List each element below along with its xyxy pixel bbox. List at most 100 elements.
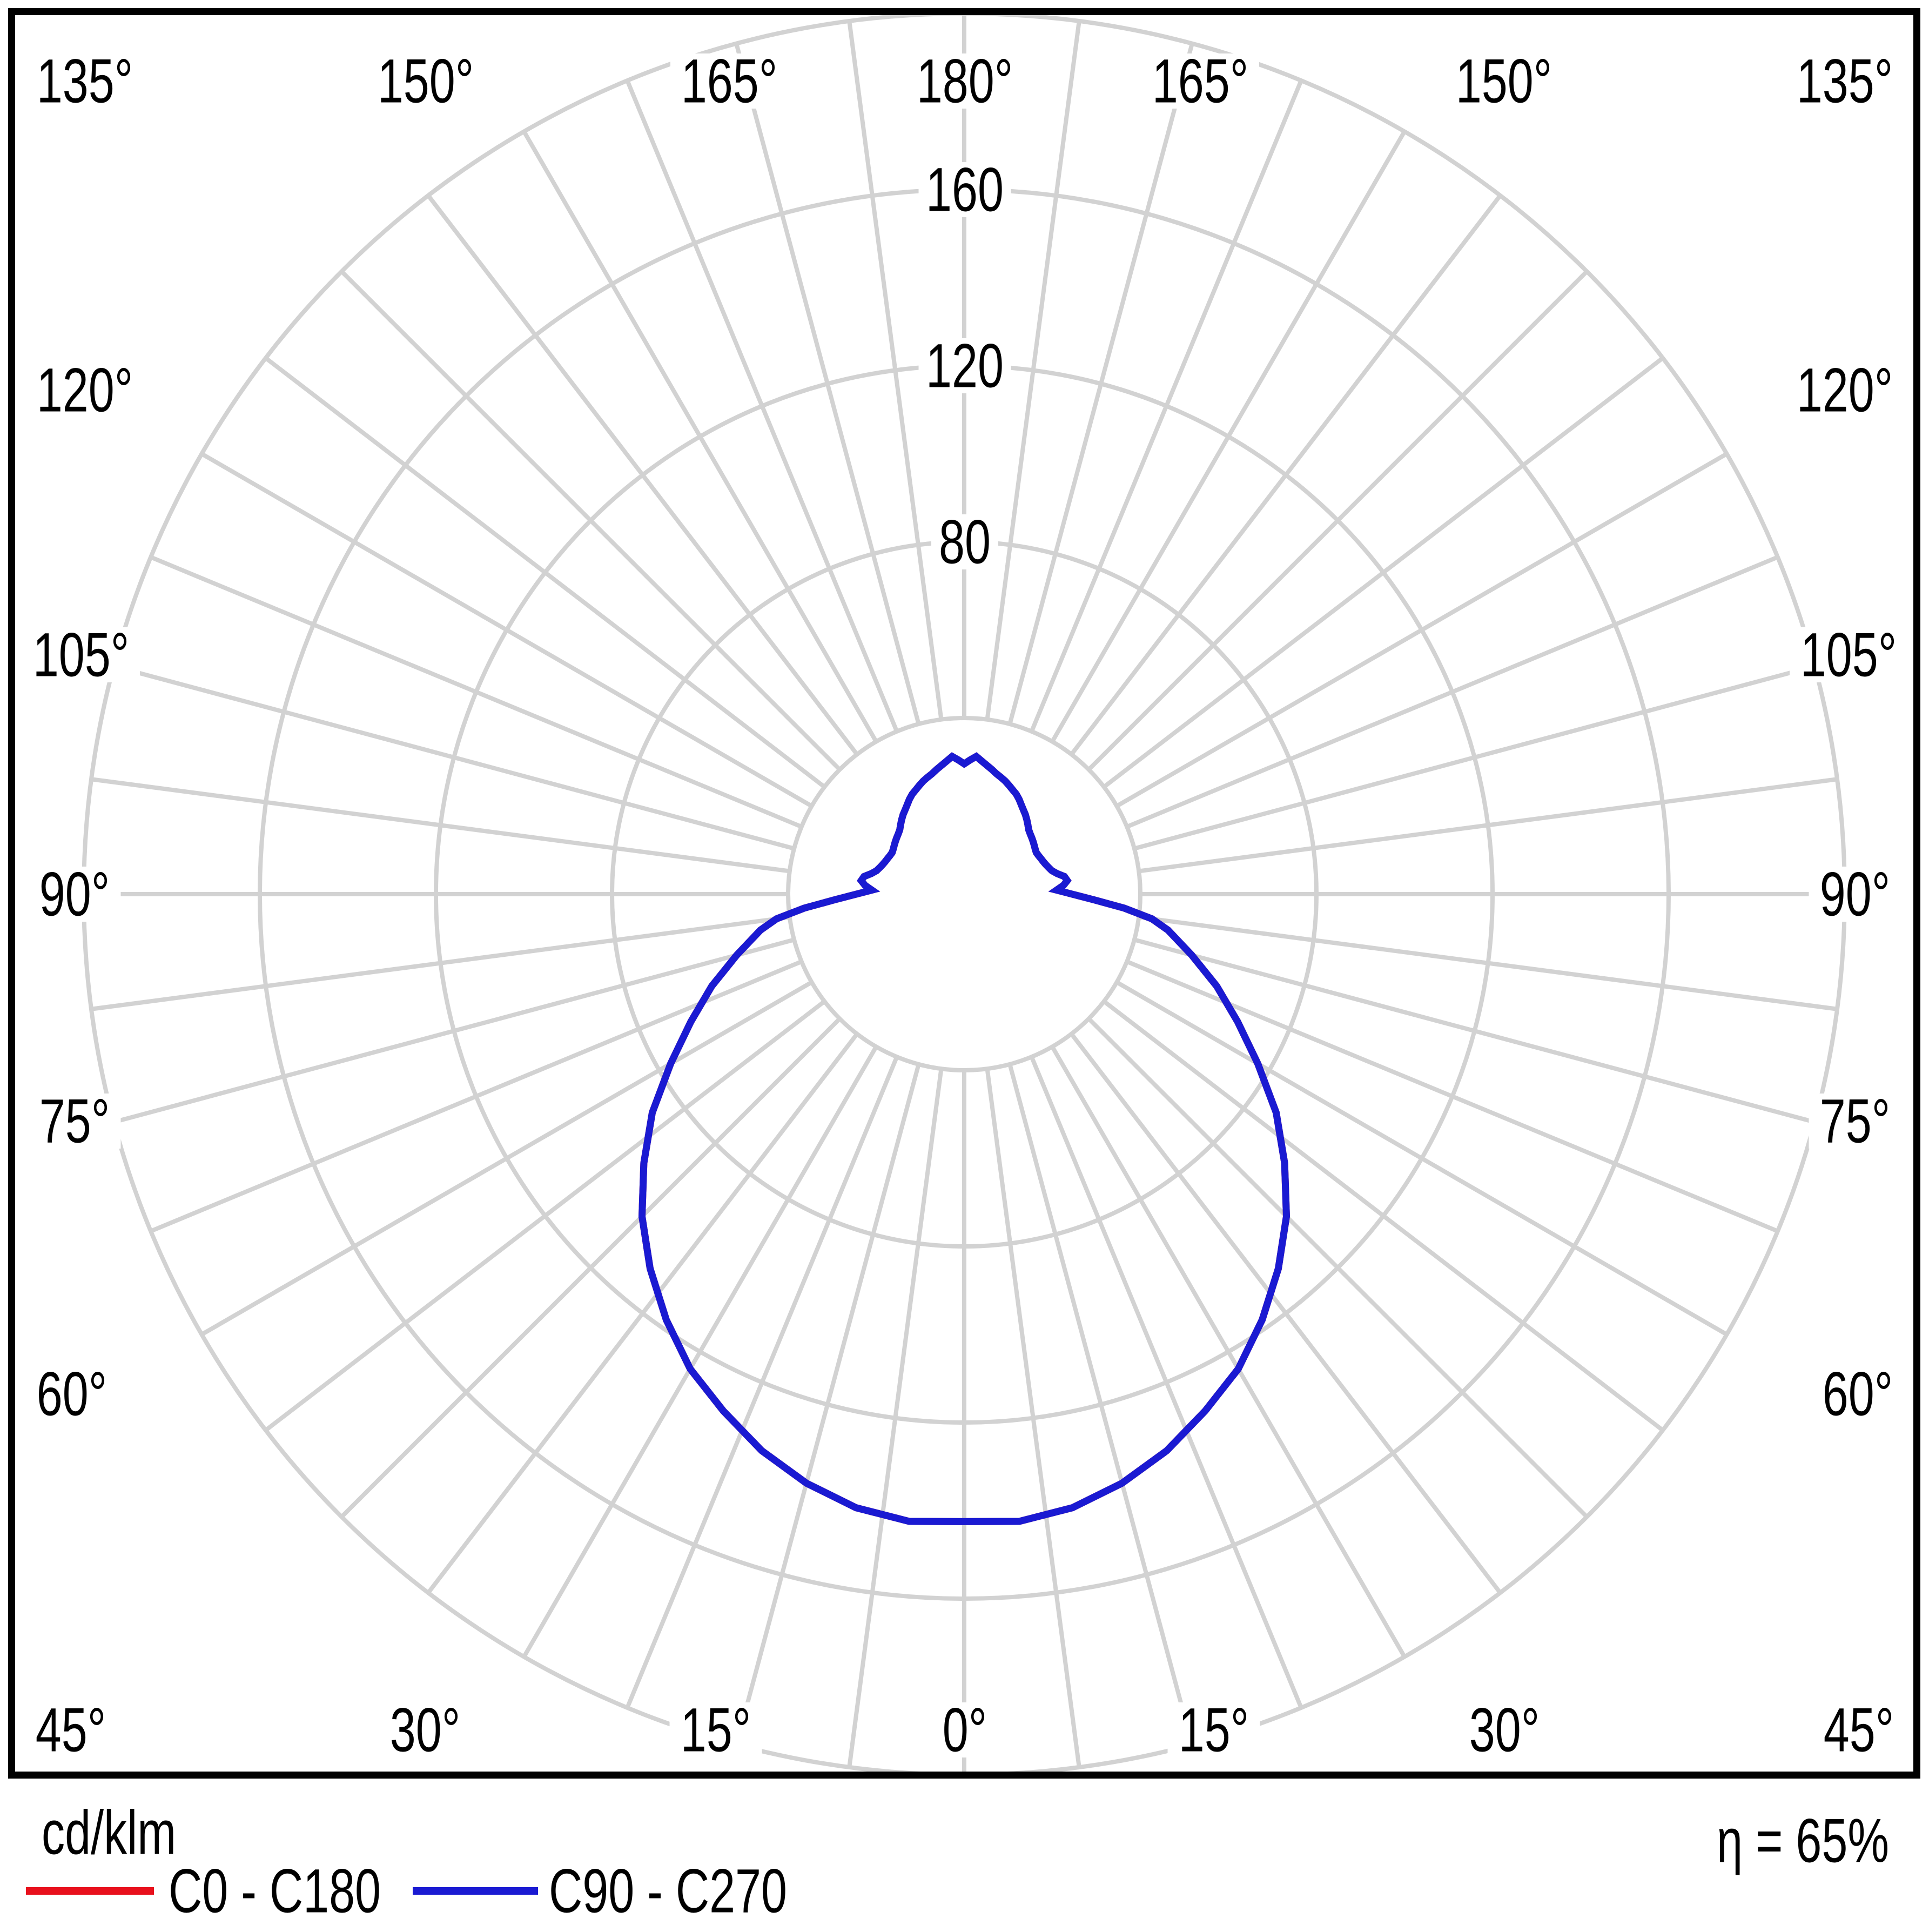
- grid-spoke-30: [1050, 1045, 1407, 1658]
- label-knockout: [1786, 53, 1904, 109]
- angle-label: 165°: [681, 46, 777, 116]
- angle-label: 60°: [37, 1359, 107, 1429]
- angle-label: 120°: [1797, 355, 1893, 425]
- angle-label: 90°: [1820, 860, 1890, 929]
- grid-spoke-60: [1115, 980, 1728, 1337]
- intensity-curves: [638, 752, 1291, 1525]
- grid-spoke-202.5: [625, 79, 899, 733]
- label-knockout: [931, 1702, 998, 1757]
- angle-label: 15°: [1179, 1695, 1249, 1765]
- grid-spoke-315: [340, 1017, 842, 1519]
- grid-spoke-277.5: [91, 915, 790, 1011]
- angle-labels: 135° 150° 165° 180° 165° 150° 135° 120° 120° 105°…: [33, 46, 1897, 1765]
- angle-label: 75°: [39, 1086, 110, 1156]
- grid-spoke-352.5: [847, 1068, 944, 1768]
- angle-label: 105°: [1800, 620, 1897, 690]
- label-knockout: [28, 1094, 121, 1149]
- grid-spoke-255: [113, 664, 795, 851]
- label-knockout: [22, 627, 140, 682]
- label-knockout: [1167, 1702, 1260, 1757]
- label-knockout: [670, 53, 788, 109]
- radial-tick-label: 120: [926, 331, 1004, 401]
- grid-spoke-345: [734, 1063, 921, 1746]
- label-knockout: [918, 338, 1011, 393]
- grid-spoke-7.5: [985, 1068, 1081, 1768]
- label-knockout: [1786, 363, 1904, 418]
- radial-tick-labels: 80 120 160: [926, 155, 1004, 577]
- efficiency-value: η = 65%: [1717, 1806, 1889, 1876]
- angle-label: 150°: [378, 46, 474, 116]
- label-knockout: [918, 162, 1011, 217]
- angle-label: 75°: [1820, 1086, 1890, 1156]
- grid-spoke-307.5: [264, 999, 826, 1432]
- label-knockout: [669, 1702, 762, 1757]
- grid-spoke-52.5: [1103, 999, 1664, 1432]
- angle-label: 105°: [33, 620, 129, 690]
- legend-label-c0: C0 - C180: [169, 1856, 381, 1926]
- grid-spoke-337.5: [625, 1056, 899, 1709]
- grid-spoke-112.5: [1126, 555, 1779, 829]
- angle-label: 165°: [1152, 46, 1248, 116]
- grid-spoke-135: [1087, 270, 1589, 772]
- grid-spoke-285: [113, 937, 795, 1124]
- angle-label: 150°: [1456, 46, 1552, 116]
- label-knockout: [379, 1702, 472, 1757]
- angle-label: 45°: [36, 1695, 106, 1765]
- grid-spoke-172.5: [985, 21, 1081, 720]
- grid-spoke-127.5: [1103, 356, 1664, 789]
- label-knockout: [24, 1702, 117, 1757]
- label-knockout: [25, 1366, 118, 1421]
- label-knockout: [28, 867, 121, 922]
- label-knockout: [367, 53, 485, 109]
- plot-border: [8, 8, 1920, 1779]
- label-knockout: [1458, 1702, 1551, 1757]
- grid-spoke-97.5: [1138, 777, 1838, 874]
- grid-spoke-247.5: [150, 555, 803, 829]
- curve-c90-c270: [638, 752, 1291, 1525]
- angle-label: 180°: [917, 46, 1013, 116]
- grid-spoke-210: [522, 130, 878, 743]
- grid-spoke-67.5: [1126, 960, 1779, 1233]
- grid-spoke-300: [200, 980, 813, 1337]
- grid-spoke-232.5: [264, 356, 826, 789]
- angle-label: 30°: [1469, 1695, 1540, 1765]
- angle-label: 15°: [681, 1695, 751, 1765]
- label-knockout: [931, 514, 998, 569]
- label-knockout: [1809, 867, 1901, 922]
- label-knockout: [1809, 1094, 1901, 1149]
- grid-spoke-187.5: [847, 21, 944, 720]
- label-knockout: [26, 53, 144, 109]
- grid-spoke-195: [734, 43, 921, 725]
- legend: cd/klm C0 - C180 C90 - C270 η = 65%: [26, 1798, 1889, 1926]
- angle-label: 30°: [390, 1695, 460, 1765]
- radial-tick-label: 160: [926, 155, 1004, 225]
- label-knockout: [906, 53, 1024, 109]
- grid-spoke-225: [340, 270, 842, 772]
- label-knockouts: [22, 53, 1907, 1757]
- angle-label: 90°: [39, 860, 110, 929]
- angle-label: 135°: [1797, 46, 1893, 116]
- angle-label: 60°: [1823, 1359, 1893, 1429]
- grid-spoke-82.5: [1138, 915, 1838, 1011]
- legend-line-c0-icon: [26, 1887, 154, 1895]
- grid-spoke-22.5: [1030, 1056, 1303, 1709]
- grid-spoke-105: [1133, 664, 1816, 851]
- radial-tick-label: 80: [939, 507, 991, 577]
- grid-spoke-120: [1115, 452, 1728, 808]
- label-knockout: [1811, 1366, 1904, 1421]
- grid-spoke-292.5: [150, 960, 803, 1233]
- grid-spoke-157.5: [1030, 79, 1303, 733]
- angle-label: 45°: [1824, 1695, 1894, 1765]
- label-knockout: [1141, 53, 1259, 109]
- grid-spoke-150: [1050, 130, 1407, 743]
- grid-spoke-165: [1007, 43, 1194, 725]
- grid-spoke-330: [522, 1045, 878, 1658]
- angle-label: 120°: [37, 355, 133, 425]
- angle-label: 135°: [37, 46, 133, 116]
- label-knockout: [26, 363, 144, 418]
- legend-line-c90-icon: [413, 1887, 538, 1895]
- label-knockout: [1790, 627, 1907, 682]
- grid-spoke-75: [1133, 937, 1816, 1124]
